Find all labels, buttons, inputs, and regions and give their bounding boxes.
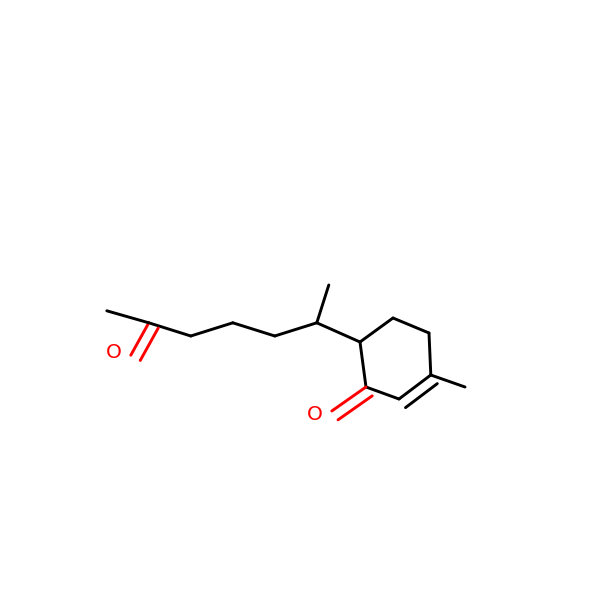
Text: O: O xyxy=(307,404,323,424)
Text: O: O xyxy=(106,343,122,362)
